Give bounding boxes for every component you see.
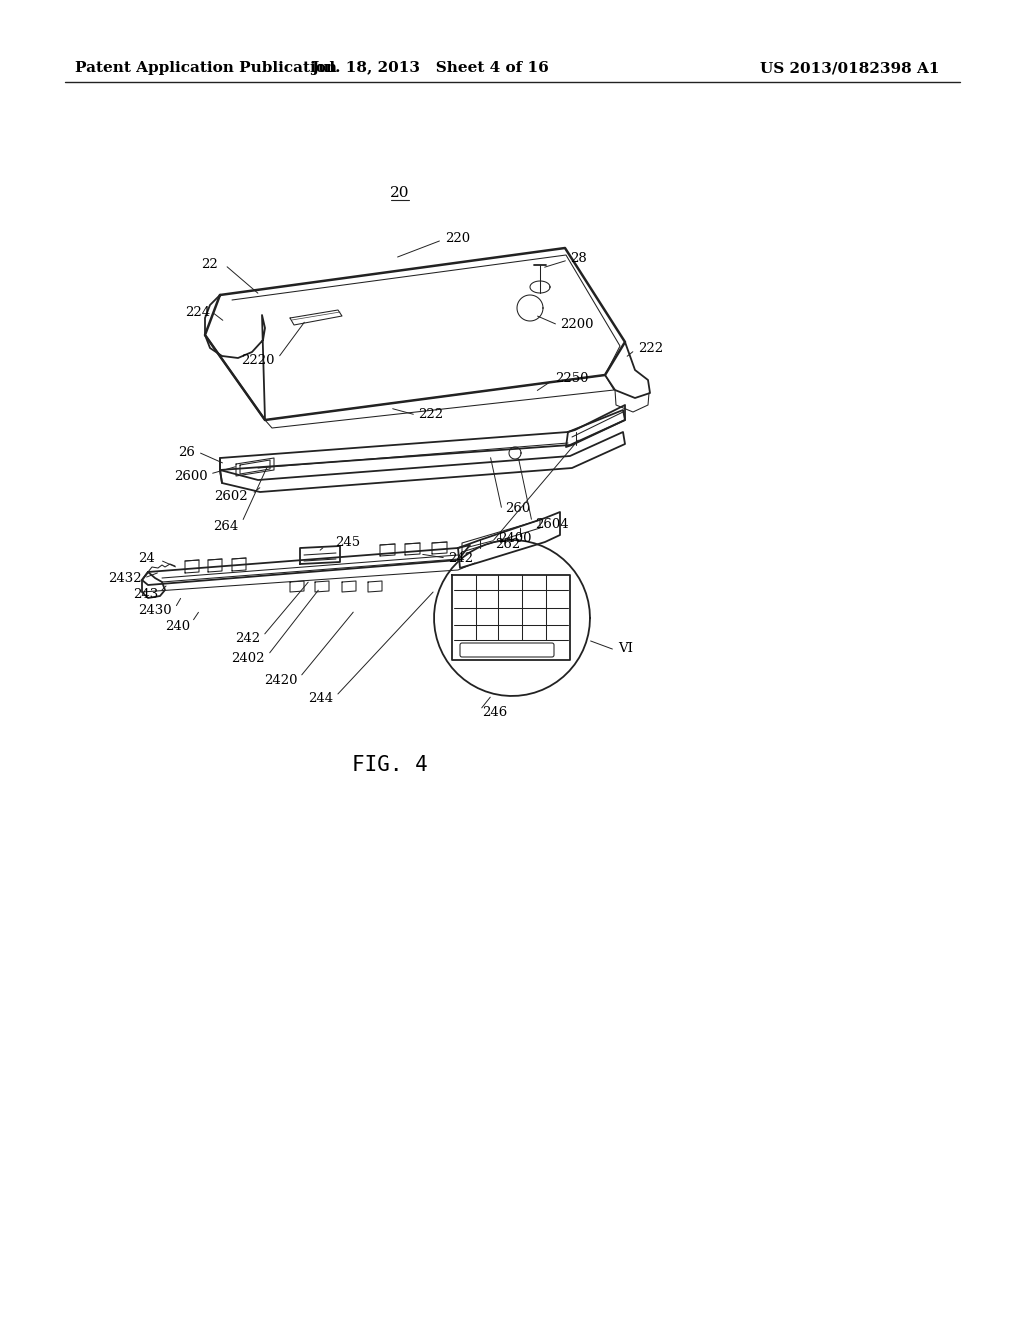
Text: 2420: 2420 [264,673,298,686]
Text: 2220: 2220 [242,354,275,367]
Text: 24: 24 [138,552,155,565]
Text: 2432: 2432 [109,572,142,585]
Text: 222: 222 [418,408,443,421]
Text: 2604: 2604 [535,519,568,532]
Text: 2602: 2602 [214,490,248,503]
Text: 28: 28 [570,252,587,264]
Text: US 2013/0182398 A1: US 2013/0182398 A1 [761,61,940,75]
Text: Jul. 18, 2013   Sheet 4 of 16: Jul. 18, 2013 Sheet 4 of 16 [311,61,549,75]
Text: 222: 222 [638,342,664,355]
Text: 262: 262 [495,539,520,552]
Text: Patent Application Publication: Patent Application Publication [75,61,337,75]
Text: 244: 244 [308,692,333,705]
Text: 260: 260 [505,502,530,515]
Text: 2400: 2400 [498,532,531,544]
Text: 242: 242 [449,552,473,565]
Text: 2200: 2200 [560,318,594,331]
Text: 2250: 2250 [555,371,589,384]
Text: 220: 220 [445,231,470,244]
Text: 2430: 2430 [138,603,172,616]
Text: 242: 242 [234,631,260,644]
Text: 20: 20 [390,186,410,201]
Text: 240: 240 [165,619,190,632]
Text: 26: 26 [178,446,195,458]
Text: 245: 245 [336,536,360,549]
Text: 22: 22 [202,259,218,272]
Text: 2402: 2402 [231,652,265,664]
Text: 246: 246 [482,705,507,718]
Text: 264: 264 [213,520,238,532]
Text: 2600: 2600 [174,470,208,483]
Text: 224: 224 [185,305,210,318]
Text: 243: 243 [133,587,158,601]
Text: FIG. 4: FIG. 4 [352,755,428,775]
Text: VI: VI [618,642,633,655]
